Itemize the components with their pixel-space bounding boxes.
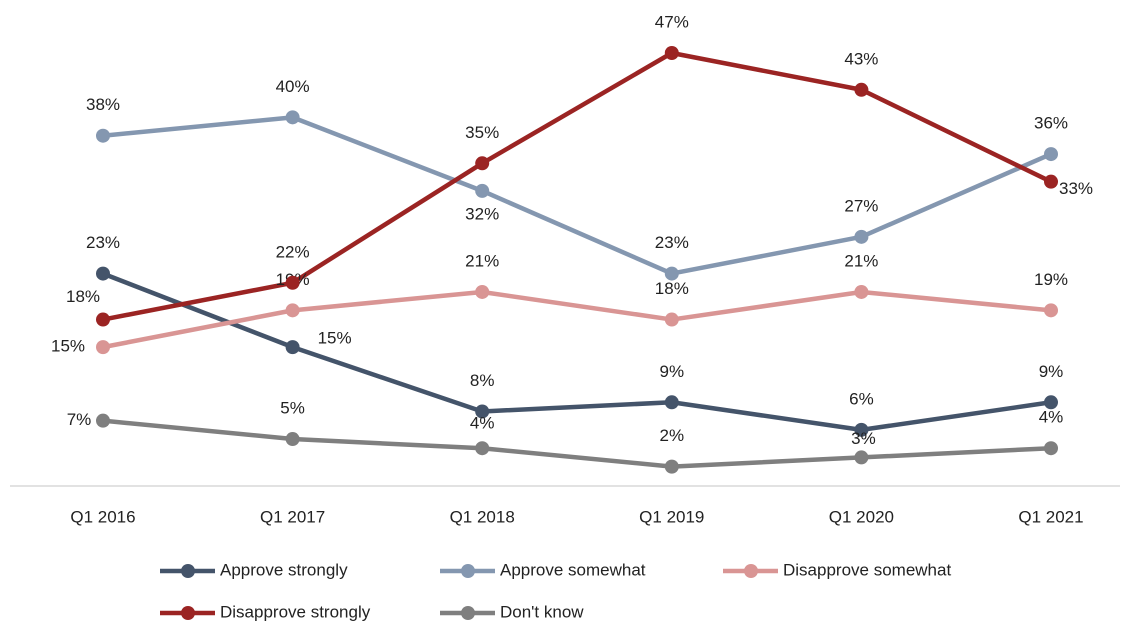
marker [475, 156, 490, 171]
legend-marker [744, 564, 758, 578]
marker [96, 266, 110, 281]
marker [664, 312, 679, 327]
marker [96, 312, 110, 327]
marker [1044, 174, 1058, 189]
data-label: 47% [655, 12, 689, 31]
data-label: 35% [465, 123, 499, 142]
marker [285, 275, 300, 290]
marker [1044, 441, 1058, 456]
data-label: 27% [844, 196, 878, 215]
legend-label: Approve strongly [220, 560, 348, 579]
legend-label: Approve somewhat [500, 560, 646, 579]
x-tick-label: Q1 2016 [70, 507, 135, 526]
data-label: 15% [51, 337, 85, 356]
legend-label: Don't know [500, 602, 584, 621]
x-tick-label: Q1 2020 [829, 507, 894, 526]
legend-marker [461, 564, 475, 578]
marker [854, 82, 869, 97]
data-label: 18% [655, 279, 689, 298]
marker [96, 413, 110, 428]
data-label: 23% [655, 233, 689, 252]
series-line [102, 418, 1052, 469]
marker [475, 183, 490, 198]
marker [96, 128, 110, 143]
data-label: 32% [465, 204, 499, 223]
data-label: 22% [276, 242, 310, 261]
marker [664, 459, 679, 474]
data-label: 9% [660, 362, 685, 381]
legend-label: Disapprove strongly [220, 602, 371, 621]
data-label: 38% [86, 95, 120, 114]
marker [854, 450, 869, 465]
legend-marker [181, 564, 195, 578]
data-label: 43% [844, 49, 878, 68]
data-label: 2% [660, 426, 685, 445]
data-label: 19% [1034, 270, 1068, 289]
data-label: 4% [1039, 408, 1064, 427]
data-label: 18% [66, 287, 100, 306]
series-line [102, 50, 1052, 322]
marker [854, 284, 869, 299]
legend-marker [461, 606, 475, 620]
marker [475, 441, 490, 456]
marker [664, 46, 679, 60]
data-label: 5% [280, 399, 305, 418]
data-label: 36% [1034, 114, 1068, 133]
x-tick-label: Q1 2018 [450, 507, 515, 526]
data-label: 40% [276, 77, 310, 96]
marker [475, 404, 490, 419]
marker [285, 340, 300, 355]
marker [1044, 395, 1058, 410]
marker [664, 395, 679, 410]
data-label: 21% [844, 251, 878, 270]
data-label: 6% [849, 389, 874, 408]
marker [1044, 147, 1058, 162]
data-label: 3% [851, 429, 876, 448]
marker [1044, 303, 1058, 318]
marker [854, 422, 869, 437]
data-label: 23% [86, 233, 120, 252]
data-label: 21% [465, 251, 499, 270]
x-tick-label: Q1 2019 [639, 507, 704, 526]
marker [285, 432, 300, 447]
data-label: 33% [1059, 179, 1093, 198]
marker [475, 284, 490, 299]
marker [664, 266, 679, 281]
x-tick-label: Q1 2021 [1018, 507, 1083, 526]
data-label: 15% [318, 329, 352, 348]
legend-marker [181, 606, 195, 620]
series-line [102, 115, 1052, 276]
series-line [102, 271, 1052, 433]
data-label: 4% [470, 414, 495, 433]
legend-label: Disapprove somewhat [783, 560, 951, 579]
data-label: 8% [470, 371, 495, 390]
marker [285, 110, 300, 125]
data-label: 7% [67, 410, 92, 429]
data-label: 9% [1039, 362, 1064, 381]
x-tick-label: Q1 2017 [260, 507, 325, 526]
series-line [102, 289, 1052, 350]
marker [285, 303, 300, 318]
marker [854, 229, 869, 244]
marker [96, 340, 110, 355]
